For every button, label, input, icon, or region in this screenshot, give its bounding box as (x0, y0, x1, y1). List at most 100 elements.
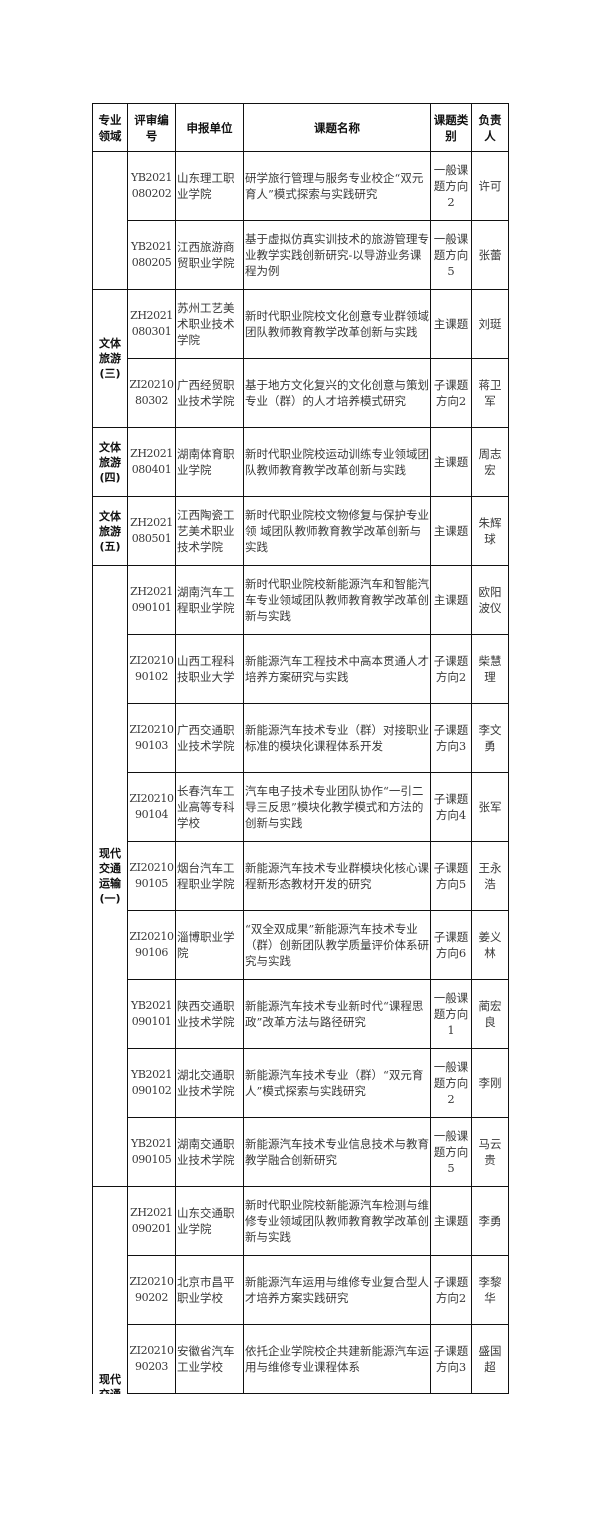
table-row: 现代交通运输(一) ZH2021090101 湖南汽车工程职业学院 新时代职业院校新能… (92, 565, 509, 1187)
unit-cell: 山东交通职业学院 (175, 1186, 244, 1256)
category-cell: 子课题方向5 (430, 841, 472, 911)
table-row: YB2021090101 陕西交通职业技术学院 新能源汽车技术专业新时代“课程思政”… (93, 979, 509, 1049)
title-cell: 新能源汽车技术专业信息技术与教育教学融合创新研究 (243, 1117, 431, 1187)
unit-cell: 湖南汽车工程职业学院 (175, 565, 244, 635)
table-row: 现代交通运输 ZH2021090201山东交通职业学院新时代职业院校新能源汽车检测… (92, 1186, 509, 1394)
category-cell: 子课题方向3 (430, 1324, 472, 1394)
field-cell: 文体旅游(三) (92, 289, 128, 428)
person-cell: 马云贵 (471, 1117, 509, 1187)
category-cell: 子课题方向2 (430, 634, 472, 704)
table-row: ZI2021080302 广西经贸职业技术学院 基于地方文化复兴的文化创意与策划专业… (93, 358, 509, 428)
code-cell: ZI2021090105 (127, 841, 176, 911)
title-cell: 新时代职业院校文物修复与保护专业领 域团队教师教育教学改革创新与实践 (243, 496, 431, 566)
header-category: 课题类别 (430, 103, 472, 152)
person-cell: 姜义林 (471, 910, 509, 980)
title-cell: 基于地方文化复兴的文化创意与策划专业（群）的人才培养模式研究 (243, 358, 431, 428)
code-cell: ZH2021090101 (127, 565, 176, 635)
table-row: YB2021090105 湖南交通职业技术学院 新能源汽车技术专业信息技术与教育教学… (93, 1117, 509, 1187)
title-cell: 新能源汽车运用与维修专业复合型人才培养方案实践研究 (243, 1255, 431, 1325)
code-cell: ZI2021090203 (127, 1324, 176, 1394)
category-cell: 主课题 (430, 565, 472, 635)
title-cell: 新能源汽车技术专业新时代“课程思政”改革方法与路径研究 (243, 979, 431, 1049)
title-cell: 新能源汽车技术专业群模块化核心课程新形态教材开发的研究 (243, 841, 431, 911)
person-cell: 许可 (471, 151, 509, 221)
category-cell: 主课题 (430, 427, 472, 497)
person-cell: 蔺宏良 (471, 979, 509, 1049)
code-cell: YB2021090105 (127, 1117, 176, 1187)
category-cell: 子课题方向3 (430, 703, 472, 773)
person-cell: 蒋卫军 (471, 358, 509, 428)
title-cell: 依托企业学院校企共建新能源汽车运用与维修专业课程体系 (243, 1324, 431, 1394)
table-row: ZI2021090106 淄博职业学院 “双全双成果”新能源汽车技术专业（群）创新团… (93, 910, 509, 980)
code-cell: YB2021090102 (127, 1048, 176, 1118)
category-cell: 主课题 (430, 496, 472, 566)
field-cell: 文体旅游(五) (92, 496, 128, 566)
category-cell: 主课题 (430, 289, 472, 359)
table-row: ZI2021090203 安徽省汽车工业学校 依托企业学院校企共建新能源汽车运用与维… (93, 1324, 509, 1394)
field-label: 文体旅游(四) (99, 440, 121, 484)
title-cell: 新能源汽车技术专业（群）对接职业标准的模块化课程体系开发 (243, 703, 431, 773)
field-cell: 文体旅游(四) (92, 427, 128, 497)
field-label: 文体旅游(五) (99, 509, 121, 553)
table-row: 文体旅游(三) ZH2021080301 苏州工艺美术职业技术学院 新时代职业院校文化… (92, 289, 509, 428)
person-cell: 欧阳波仪 (471, 565, 509, 635)
header-row: 专业领域 评审编号 申报单位 课题名称 课题类别 负责人 (92, 103, 509, 152)
person-cell: 李黎华 (471, 1255, 509, 1325)
title-cell: 研学旅行管理与服务专业校企“双元育人”模式探索与实践研究 (243, 151, 431, 221)
category-cell: 一般课题方向5 (430, 1117, 472, 1187)
unit-cell: 江西旅游商贸职业学院 (175, 220, 244, 290)
category-cell: 子课题方向6 (430, 910, 472, 980)
code-cell: ZI2021090106 (127, 910, 176, 980)
code-cell: YB2021090101 (127, 979, 176, 1049)
unit-cell: 烟台汽车工程职业学院 (175, 841, 244, 911)
title-cell: 新能源汽车工程技术中高本贯通人才培养方案研究与实践 (243, 634, 431, 704)
category-cell: 子课题方向2 (430, 358, 472, 428)
field-label: 现代交通运输(一) (99, 847, 121, 905)
table-row: ZI2021090102 山西工程科技职业大学 新能源汽车工程技术中高本贯通人才培养… (93, 634, 509, 704)
person-cell: 李刚 (471, 1048, 509, 1118)
code-cell: ZH2021080501 (127, 496, 176, 566)
code-cell: YB2021080205 (127, 220, 176, 290)
header-person: 负责人 (471, 103, 509, 152)
project-table: 专业领域 评审编号 申报单位 课题名称 课题类别 负责人 YB202108020… (92, 103, 509, 1394)
code-cell: ZI2021090104 (127, 772, 176, 842)
code-cell: ZI2021090202 (127, 1255, 176, 1325)
code-cell: ZH2021080301 (127, 289, 176, 359)
category-cell: 子课题方向2 (430, 1255, 472, 1325)
table-row: ZI2021090104 长春汽车工业高等专科学校 汽车电子技术专业团队协作“一引二… (93, 772, 509, 842)
unit-cell: 安徽省汽车工业学校 (175, 1324, 244, 1394)
person-cell: 周志宏 (471, 427, 509, 497)
header-field: 专业领域 (92, 103, 128, 152)
title-cell: 汽车电子技术专业团队协作“一引二导三反思”模块化教学模式和方法的创新与实践 (243, 772, 431, 842)
person-cell: 张军 (471, 772, 509, 842)
title-cell: “双全双成果”新能源汽车技术专业（群）创新团队教学质量评价体系研究与实践 (243, 910, 431, 980)
title-cell: 新时代职业院校新能源汽车和智能汽车专业领域团队教师教育教学改革创新与实践 (243, 565, 431, 635)
table-row: 文体旅游(四) ZH2021080401 湖南体育职业学院 新时代职业院校运动训练专业… (92, 427, 509, 497)
field-cell: 现代交通运输 (92, 1186, 128, 1394)
code-cell: ZI2021080302 (127, 358, 176, 428)
category-cell: 一般课题方向2 (430, 151, 472, 221)
unit-cell: 陕西交通职业技术学院 (175, 979, 244, 1049)
category-cell: 主课题 (430, 1186, 472, 1256)
header-code: 评审编号 (127, 103, 176, 152)
code-cell: ZH2021080401 (127, 427, 176, 497)
code-cell: ZI2021090103 (127, 703, 176, 773)
title-cell: 新能源汽车技术专业（群）“双元育人”模式探索与实践研究 (243, 1048, 431, 1118)
table-row: 文体旅游(五) ZH2021080501 江西陶瓷工艺美术职业技术学院 新时代职业院校… (92, 496, 509, 566)
unit-cell: 苏州工艺美术职业技术学院 (175, 289, 244, 359)
category-cell: 子课题方向4 (430, 772, 472, 842)
category-cell: 一般课题方向2 (430, 1048, 472, 1118)
field-label: 现代交通运输 (99, 1372, 121, 1394)
table-row: ZI2021090103 广西交通职业技术学院 新能源汽车技术专业（群）对接职业标准… (93, 703, 509, 773)
table-row: ZI2021090202 北京市昌平职业学校 新能源汽车运用与维修专业复合型人才培养… (93, 1255, 509, 1325)
unit-cell: 湖南交通职业技术学院 (175, 1117, 244, 1187)
field-label: 文体旅游(三) (99, 337, 121, 380)
title-cell: 新时代职业院校新能源汽车检测与维修专业领域团队教师教育教学改革创新与实践 (243, 1186, 431, 1256)
unit-cell: 淄博职业学院 (175, 910, 244, 980)
title-cell: 基于虚拟仿真实训技术的旅游管理专业教学实践创新研究-以导游业务课程为例 (243, 220, 431, 290)
title-cell: 新时代职业院校运动训练专业领域团队教师教育教学改革创新与实践 (243, 427, 431, 497)
person-cell: 王永浩 (471, 841, 509, 911)
unit-cell: 广西交通职业技术学院 (175, 703, 244, 773)
person-cell: 李勇 (471, 1186, 509, 1256)
table-row: YB2021080205 江西旅游商贸职业学院 基于虚拟仿真实训技术的旅游管理专业教… (93, 220, 509, 290)
